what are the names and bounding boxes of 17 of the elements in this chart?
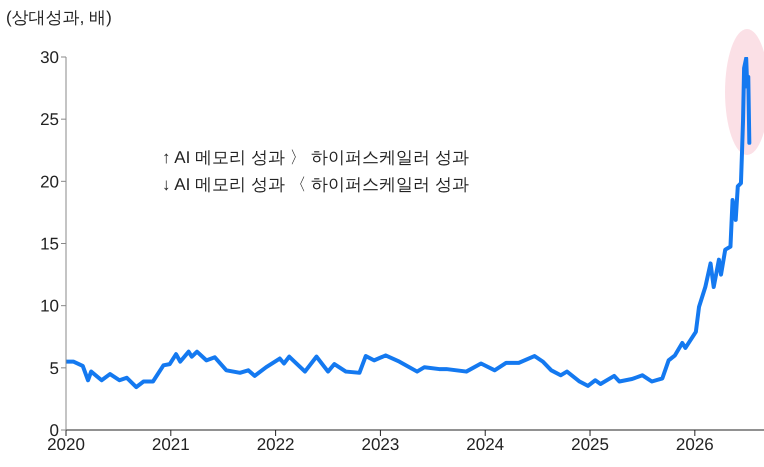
annotation: ↑ AI 메모리 성과 〉 하이퍼스케일러 성과	[162, 147, 469, 169]
x-tick-label: 2023	[362, 435, 400, 454]
line-series	[66, 57, 752, 390]
y-tick-label: 10	[40, 296, 59, 316]
y-tick-label: 25	[40, 110, 59, 130]
x-tick-label: 2026	[676, 435, 714, 454]
x-tick-label: 2022	[256, 435, 295, 454]
x-tick-label: 2020	[47, 435, 85, 454]
annotation: ↓ AI 메모리 성과 〈 하이퍼스케일러 성과	[162, 174, 469, 196]
y-axis-title: (상대성과, 배)	[6, 7, 112, 29]
y-tick-label: 5	[50, 358, 59, 378]
y-tick-label: 15	[40, 234, 59, 254]
x-tick-label: 2021	[152, 435, 190, 454]
x-tick-label: 2024	[466, 435, 504, 454]
x-tick-label: 2025	[571, 435, 609, 454]
y-tick-label: 20	[40, 172, 59, 192]
y-tick-label: 30	[40, 48, 59, 68]
